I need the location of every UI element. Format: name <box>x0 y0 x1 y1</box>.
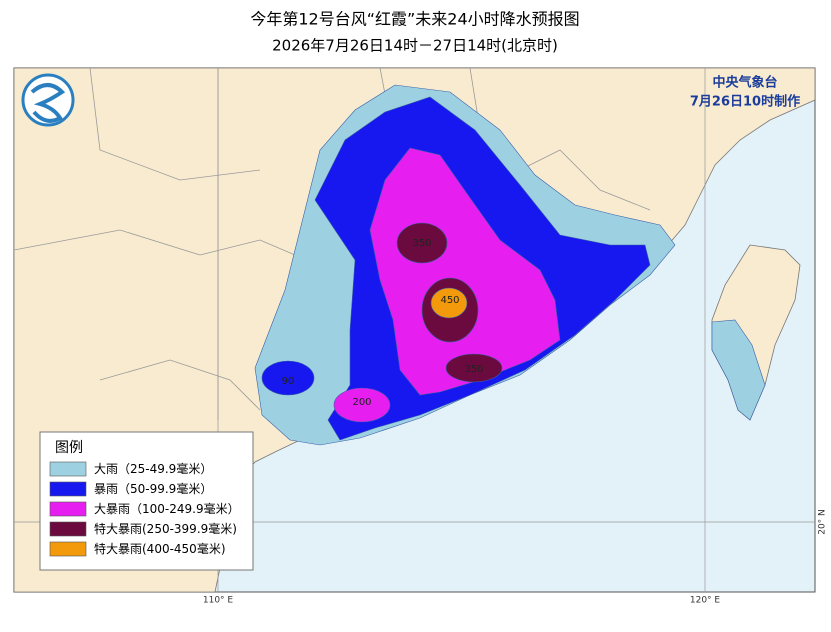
map-label: 90 <box>282 376 295 387</box>
legend-swatch <box>49 501 87 517</box>
zone-extreme-max <box>430 287 468 319</box>
zone-heavy-rain <box>711 319 766 421</box>
legend-label: 暴雨（50-99.9毫米） <box>94 481 212 496</box>
map-label: 450 <box>440 295 459 306</box>
map-label: 200 <box>352 397 371 408</box>
legend-swatch <box>49 541 87 557</box>
zone-extreme <box>396 222 448 264</box>
agency: 中央气象台 <box>712 75 777 91</box>
issued: 7月26日10时制作 <box>690 94 800 110</box>
zone-heavy-rainstorm <box>333 387 391 423</box>
legend-swatch <box>49 461 87 477</box>
zone-heavy-rainstorm <box>369 147 561 396</box>
legend-title: 图例 <box>55 440 83 456</box>
map-label: 350 <box>412 238 431 249</box>
subtitle: 2026年7月26日14时－27日14时(北京时) <box>272 37 558 55</box>
legend-label: 大雨（25-49.9毫米） <box>94 461 212 476</box>
graticule-label: 120° E <box>690 596 721 606</box>
zone-rainstorm <box>261 360 315 396</box>
title: 今年第12号台风“红霞”未来24小时降水预报图 <box>250 10 579 29</box>
zone-extreme <box>445 353 503 383</box>
legend-label: 特大暴雨(400-450毫米) <box>94 541 226 556</box>
legend-label: 特大暴雨(250-399.9毫米) <box>94 521 237 536</box>
legend-swatch <box>49 521 87 537</box>
graticule-label: 20° N <box>818 509 828 535</box>
legend-swatch <box>49 481 87 497</box>
map-label: 350 <box>464 364 483 375</box>
legend-label: 大暴雨（100-249.9毫米） <box>94 501 240 516</box>
graticule-label: 110° E <box>203 596 234 606</box>
legend: 图例 大雨（25-49.9毫米） 暴雨（50-99.9毫米） 大暴雨（100-249… <box>39 431 254 571</box>
logo-mark <box>30 83 66 123</box>
